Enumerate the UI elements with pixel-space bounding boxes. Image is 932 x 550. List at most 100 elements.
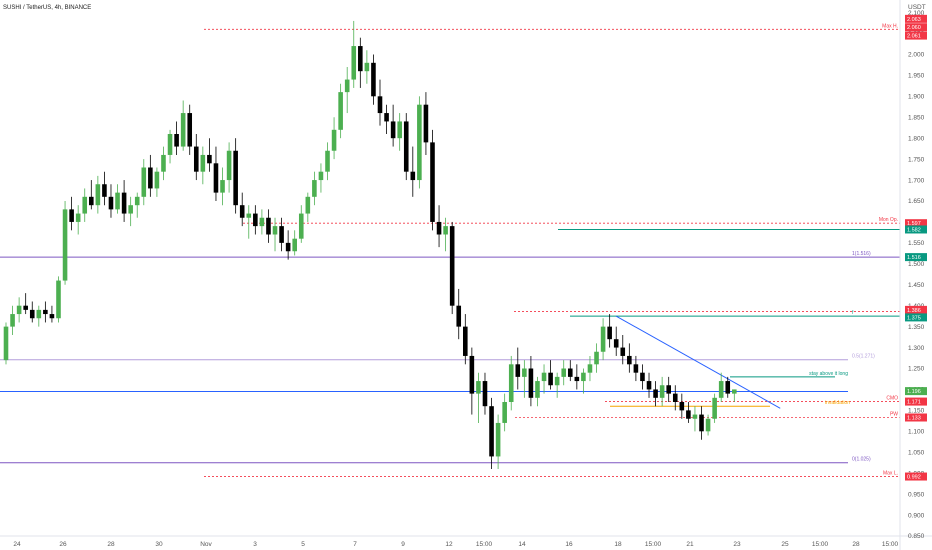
time-tick-label: Nov: [200, 541, 212, 548]
candle: [161, 146, 166, 181]
candle: [600, 318, 606, 361]
price-tick-label: 1.800: [908, 135, 925, 142]
candle-body: [541, 372, 547, 382]
time-tick-label: 18: [614, 541, 622, 548]
candle-body: [502, 402, 507, 423]
price-badge: 1.133: [905, 413, 927, 422]
candle-body: [574, 376, 580, 382]
candle-body: [95, 184, 101, 206]
candle: [554, 372, 560, 398]
candle-body: [384, 113, 389, 122]
candle-body: [3, 326, 9, 361]
candle: [403, 113, 409, 181]
candle: [305, 192, 311, 222]
candle: [285, 230, 291, 260]
candle: [358, 37, 363, 88]
candle: [292, 230, 297, 256]
price-tick-label: 1.550: [908, 240, 925, 247]
candle-body: [594, 351, 599, 365]
candle-body: [148, 167, 153, 189]
candle: [659, 376, 665, 407]
candle-body: [732, 389, 737, 394]
candle: [699, 406, 704, 440]
candle: [476, 372, 481, 423]
candle-body: [174, 134, 179, 147]
level-label-green2: f: [852, 310, 854, 316]
price-tick-label: 1.950: [908, 73, 925, 80]
candle: [134, 192, 140, 218]
candle-body: [233, 150, 238, 206]
candle-body: [456, 305, 462, 327]
candle: [666, 376, 671, 402]
level-label-purple1: 1(1.516): [852, 251, 871, 257]
candle-body: [482, 381, 488, 407]
candle: [62, 201, 68, 285]
candle: [587, 355, 593, 382]
candle-body: [679, 402, 685, 411]
candle: [528, 355, 534, 407]
candle: [515, 347, 521, 390]
candle-body: [325, 150, 330, 172]
price-badge-text: 1.582: [907, 227, 921, 233]
candle-body: [535, 381, 540, 398]
candle-body: [417, 104, 422, 181]
candle: [377, 79, 383, 126]
candle-body: [554, 376, 560, 386]
candle-body: [469, 355, 475, 394]
candle-body: [620, 347, 626, 356]
price-tick-label: 2.100: [908, 10, 925, 17]
candle: [121, 180, 127, 222]
candle-body: [279, 226, 284, 243]
price-badge-bg: [905, 313, 927, 322]
price-tick-label: 1.650: [908, 198, 925, 205]
price-tick-label: 1.500: [908, 261, 925, 268]
candle: [443, 217, 448, 252]
price-badge: 1.582: [905, 225, 927, 234]
candle: [594, 343, 599, 373]
level-label-pwl: PW: [890, 411, 898, 417]
candle-body: [364, 62, 370, 72]
candle: [679, 393, 685, 419]
price-badge: 1.375: [905, 313, 927, 322]
time-tick-label: 12: [445, 541, 453, 548]
candle: [154, 167, 160, 197]
candle: [220, 167, 225, 206]
candle: [495, 414, 501, 469]
price-tick-label: 1.250: [908, 366, 925, 373]
price-tick-label: 1.100: [908, 429, 925, 436]
candle: [148, 154, 153, 197]
time-tick-label: 28: [852, 541, 860, 548]
candle-body: [705, 418, 711, 432]
candle: [259, 209, 265, 235]
price-badge-text: 1.386: [907, 308, 921, 314]
candle: [686, 402, 691, 423]
candle: [207, 138, 212, 172]
candle-body: [495, 422, 501, 457]
price-badge-text: 0.992: [907, 475, 921, 481]
price-badge: 2.063: [905, 14, 927, 23]
price-tick-label: 1.300: [908, 345, 925, 352]
price-badge-text: 1.597: [907, 221, 921, 227]
time-tick-label: 5: [301, 541, 305, 548]
time-tick-label: 30: [155, 541, 163, 548]
candle: [82, 188, 88, 222]
price-badge-text: 1.516: [907, 255, 921, 261]
candle-body: [712, 397, 717, 419]
time-axis[interactable]: 24 26 28 30 Nov 3 5 7 9 12 15:00 14 16 18 15:00 21 23 25 1…: [13, 541, 898, 548]
candle-body: [692, 414, 698, 419]
candle: [430, 129, 435, 231]
price-badge-bg: [905, 31, 927, 40]
candle: [541, 364, 547, 394]
candle-body: [154, 171, 160, 189]
candle-body: [115, 192, 120, 210]
candle: [712, 393, 717, 423]
candle: [646, 372, 652, 398]
level-label-max-h: Max H.: [882, 23, 898, 29]
price-tick-label: 0.900: [908, 512, 925, 519]
candle-body: [193, 146, 199, 172]
candle-body: [613, 339, 619, 348]
price-badge: 1.196: [905, 387, 927, 396]
price-badge-bg: [905, 387, 927, 396]
